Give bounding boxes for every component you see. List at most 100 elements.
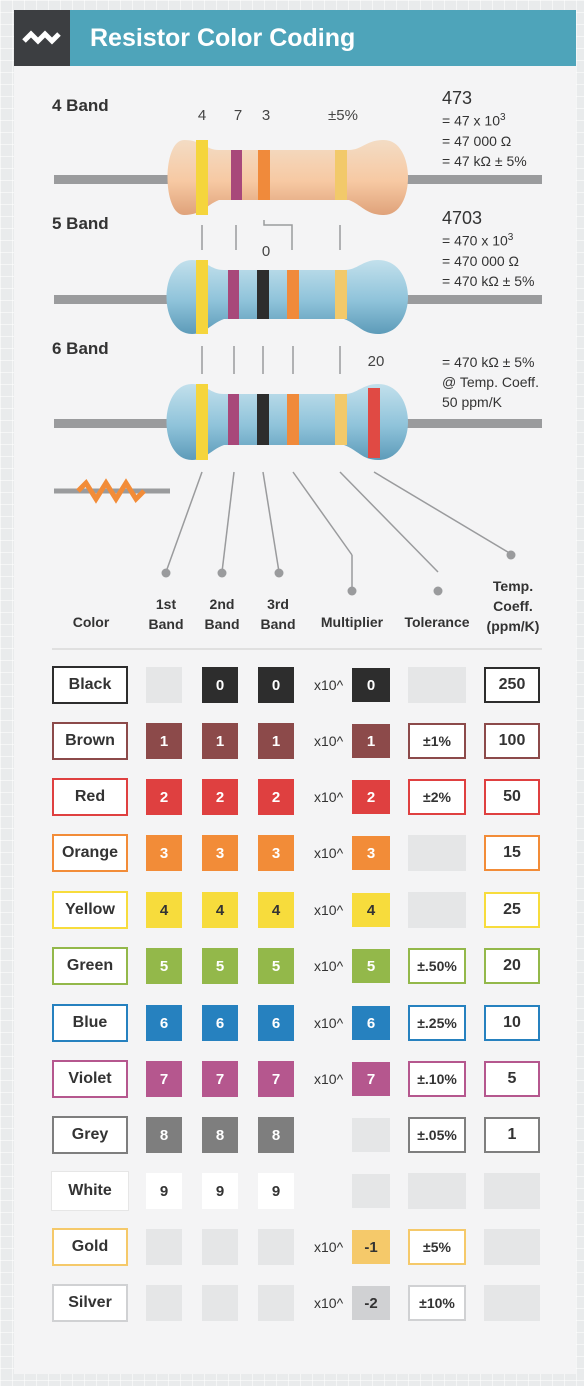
tolerance-silver: ±10%	[408, 1285, 466, 1321]
x10-label-brown: x10^	[314, 733, 344, 749]
color-name-yellow: Yellow	[52, 891, 128, 929]
col-header-temp-coeff: Temp. Coeff. (ppm/K)	[486, 578, 540, 634]
six-band-temp-label: 20	[367, 353, 385, 370]
col-header-band1: 1st Band	[148, 596, 184, 632]
band-5-2	[228, 270, 239, 319]
band3-black: 0	[258, 667, 294, 703]
multiplier-orange: 3	[352, 836, 390, 870]
x10-label-yellow: x10^	[314, 902, 344, 918]
color-name-silver: Silver	[52, 1284, 128, 1322]
band3-silver	[258, 1285, 294, 1321]
band-4-4	[335, 150, 347, 200]
tolerance-red: ±2%	[408, 779, 466, 815]
multiplier-red: 2	[352, 780, 390, 814]
temp-coeff-brown: 100	[484, 723, 540, 759]
temp-coeff-orange: 15	[484, 835, 540, 871]
temp-coeff-red: 50	[484, 779, 540, 815]
page-title: Resistor Color Coding	[90, 24, 356, 52]
color-name-brown: Brown	[52, 722, 128, 760]
multiplier-silver: -2	[352, 1286, 390, 1320]
resistor-5band	[166, 260, 408, 334]
band1-green: 5	[146, 948, 182, 984]
band3-white: 9	[258, 1173, 294, 1209]
four-band-formula: 473 = 47 x 103 = 47 000 Ω = 47 kΩ ± 5%	[442, 88, 527, 171]
multiplier-black: 0	[352, 668, 390, 702]
color-name-black: Black	[52, 666, 128, 704]
x10-label-silver: x10^	[314, 1295, 344, 1311]
color-name-green: Green	[52, 947, 128, 985]
four-band-title: 4 Band	[52, 96, 109, 115]
band2-white: 9	[202, 1173, 238, 1209]
multiplier-violet: 7	[352, 1062, 390, 1096]
temp-coeff-black: 250	[484, 667, 540, 703]
five-band-line-2: = 470 000 Ω	[442, 252, 520, 269]
col-header-color: Color	[72, 614, 110, 630]
multiplier-blue: 6	[352, 1006, 390, 1040]
four-band-digit-3: 3	[261, 107, 271, 124]
multiplier-brown: 1	[352, 724, 390, 758]
six-band-line-3: 50 ppm/K	[442, 394, 502, 410]
tolerance-orange	[408, 835, 466, 871]
resistor-4band	[167, 140, 408, 215]
header-divider	[52, 648, 542, 650]
band-5-5	[335, 270, 347, 319]
band3-red: 2	[258, 779, 294, 815]
tolerance-grey: ±.05%	[408, 1117, 466, 1153]
band3-brown: 1	[258, 723, 294, 759]
color-name-blue: Blue	[52, 1004, 128, 1042]
band1-yellow: 4	[146, 892, 182, 928]
band3-blue: 6	[258, 1005, 294, 1041]
x10-label-blue: x10^	[314, 1015, 344, 1031]
color-name-gold: Gold	[52, 1228, 128, 1266]
six-band-line-1: = 470 kΩ ± 5%	[442, 354, 535, 370]
band2-red: 2	[202, 779, 238, 815]
tolerance-gold: ±5%	[408, 1229, 466, 1265]
tolerance-blue: ±.25%	[408, 1005, 466, 1041]
four-band-code: 473	[442, 88, 473, 108]
connector-lines	[165, 220, 512, 590]
tolerance-brown: ±1%	[408, 723, 466, 759]
band2-black: 0	[202, 667, 238, 703]
five-band-extra-digit: 0	[261, 243, 271, 260]
band2-green: 5	[202, 948, 238, 984]
band-5-4	[287, 270, 299, 319]
band-6-4	[287, 394, 299, 445]
x10-label-orange: x10^	[314, 845, 344, 861]
band-6-5	[335, 394, 347, 445]
band1-gold	[146, 1229, 182, 1265]
band2-orange: 3	[202, 835, 238, 871]
tolerance-black	[408, 667, 466, 703]
x10-label-gold: x10^	[314, 1239, 344, 1255]
temp-coeff-blue: 10	[484, 1005, 540, 1041]
five-band-title: 5 Band	[52, 214, 109, 233]
four-band-line-1: = 47 x 10	[442, 112, 500, 129]
x10-label-green: x10^	[314, 958, 344, 974]
color-name-grey: Grey	[52, 1116, 128, 1154]
band2-silver	[202, 1285, 238, 1321]
four-band-digit-2: 7	[233, 107, 243, 124]
multiplier-green: 5	[352, 949, 390, 983]
x10-label-violet: x10^	[314, 1071, 344, 1087]
tolerance-white	[408, 1173, 466, 1209]
temp-coeff-gold	[484, 1229, 540, 1265]
band-6-6	[368, 388, 380, 458]
band3-green: 5	[258, 948, 294, 984]
multiplier-yellow: 4	[352, 893, 390, 927]
leader-dots	[161, 550, 516, 596]
band1-red: 2	[146, 779, 182, 815]
x10-label-black: x10^	[314, 677, 344, 693]
x10-label-red: x10^	[314, 789, 344, 805]
temp-coeff-green: 20	[484, 948, 540, 984]
color-name-orange: Orange	[52, 834, 128, 872]
tolerance-green: ±.50%	[408, 948, 466, 984]
color-name-red: Red	[52, 778, 128, 816]
five-band-exponent: 3	[507, 232, 514, 243]
band2-grey: 8	[202, 1117, 238, 1153]
band1-grey: 8	[146, 1117, 182, 1153]
four-band-tolerance-label: ±5%	[328, 107, 358, 124]
five-band-formula: 4703 = 470 x 103 = 470 000 Ω = 470 kΩ ± …	[442, 208, 534, 291]
resistor-card: Resistor Color Coding	[14, 10, 576, 1374]
band-5-3	[257, 270, 269, 319]
col-header-band2: 2nd Band	[204, 596, 240, 632]
resistor-diagram	[54, 140, 542, 596]
